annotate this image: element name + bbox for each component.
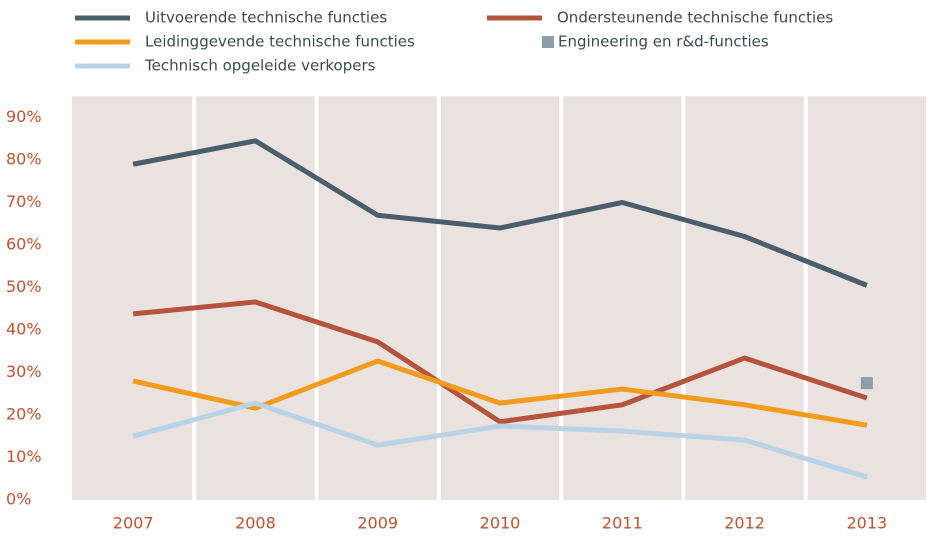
x-tick-label: 2010: [480, 514, 521, 533]
y-tick-label: 0%: [6, 490, 31, 509]
column-band: [440, 96, 560, 500]
y-tick-label: 30%: [6, 362, 42, 381]
legend-label: Uitvoerende technische functies: [145, 9, 387, 27]
y-tick-label: 10%: [6, 447, 42, 466]
series-line: [132, 299, 868, 425]
x-tick-label: 2009: [357, 514, 398, 533]
x-tick-label: 2008: [235, 514, 276, 533]
y-tick-label: 90%: [6, 107, 42, 126]
legend-label: Technisch opgeleide verkopers: [144, 57, 376, 75]
y-tick-label: 40%: [6, 320, 42, 339]
column-band: [196, 96, 315, 500]
series-line: [132, 400, 868, 480]
y-tick-label: 80%: [6, 150, 42, 169]
x-tick-label: 2012: [724, 514, 765, 533]
column-band: [685, 96, 804, 500]
column-band: [807, 96, 926, 500]
series-line: [132, 138, 868, 288]
x-tick-label: 2013: [846, 514, 887, 533]
x-tick-label: 2007: [113, 514, 154, 533]
column-band: [72, 96, 193, 500]
y-tick-label: 20%: [6, 405, 42, 424]
legend-label: Ondersteunende technische functies: [557, 9, 833, 27]
x-tick-label: 2011: [602, 514, 643, 533]
column-band: [563, 96, 682, 500]
y-tick-label: 60%: [6, 235, 42, 254]
y-tick-label: 70%: [6, 192, 42, 211]
series-line: [132, 358, 868, 428]
legend-label: Engineering en r&d-functies: [558, 33, 769, 51]
y-tick-label: 50%: [6, 277, 42, 296]
data-marker: [860, 377, 873, 390]
legend-swatch: [542, 36, 554, 48]
legend-label: Leidinggevende technische functies: [145, 33, 415, 51]
